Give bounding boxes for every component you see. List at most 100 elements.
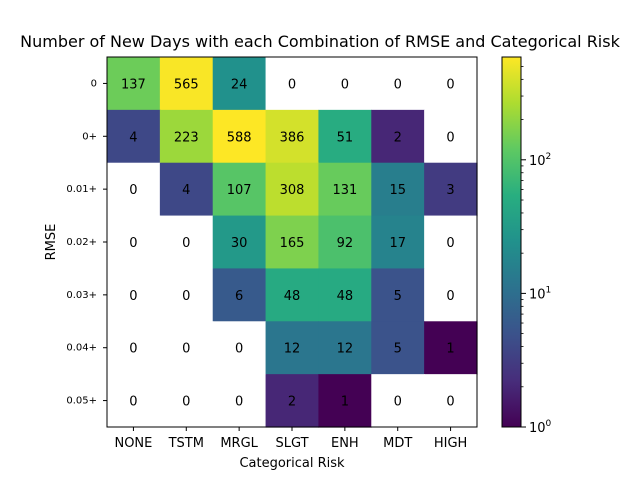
cell-value-label: 0	[394, 395, 402, 410]
x-tick-label: MDT	[383, 436, 412, 451]
heatmap-cell	[159, 215, 214, 270]
heatmap-cell	[371, 162, 425, 217]
x-axis: NONE TSTM MRGL SLGT ENH MDT HIGH	[114, 427, 467, 451]
heatmap-cell	[424, 162, 478, 217]
x-tick-label: SLGT	[275, 436, 308, 451]
cell-value-label: 3	[446, 183, 454, 198]
heatmap-cell	[265, 57, 320, 111]
y-tick-label: 0.03+	[66, 290, 97, 301]
colorbar-ticks: 100 101 102	[521, 66, 552, 436]
heatmap-cell	[107, 215, 161, 270]
cell-value-label: 0	[446, 289, 454, 304]
y-axis-label: RMSE	[44, 224, 59, 261]
heatmap-cell	[212, 268, 267, 322]
x-tick-label: MRGL	[220, 436, 258, 451]
colorbar-gradient	[502, 57, 521, 427]
cell-value-label: 565	[174, 77, 199, 92]
cell-value-label: 165	[280, 236, 305, 251]
heatmap-cell	[107, 57, 161, 111]
heatmap-cell	[212, 109, 267, 164]
heatmap-cell	[424, 57, 478, 111]
heatmap-cell	[107, 321, 161, 375]
heatmap-cell	[212, 162, 267, 217]
cell-value-label: 0	[446, 395, 454, 410]
cell-value-label: 5	[394, 289, 402, 304]
heatmap-cell	[107, 374, 161, 428]
colorbar-tick-label: 101	[529, 285, 551, 302]
heatmap-cell	[265, 374, 320, 428]
heatmap-cell	[318, 268, 372, 322]
cell-value-label: 308	[280, 183, 305, 198]
x-tick-label: ENH	[331, 436, 359, 451]
cell-value-label: 1	[341, 395, 349, 410]
cell-value-label: 386	[280, 130, 305, 145]
heatmap-cell	[424, 374, 478, 428]
cell-value-label: 0	[235, 395, 243, 410]
heatmap-cell	[371, 109, 425, 164]
heatmap-cell	[107, 268, 161, 322]
y-tick-label: 0.05+	[66, 396, 97, 407]
cell-value-label: 107	[227, 183, 252, 198]
cell-value-label: 0	[446, 236, 454, 251]
cell-value-label: 0	[129, 183, 137, 198]
heatmap-cell	[107, 109, 161, 164]
heatmap-cell	[159, 109, 214, 164]
cell-value-label: 5	[394, 342, 402, 357]
heatmap-cell	[424, 109, 478, 164]
cell-value-label: 0	[182, 236, 190, 251]
heatmap-cell	[424, 268, 478, 322]
cell-value-label: 0	[446, 130, 454, 145]
heatmap-cell	[212, 215, 267, 270]
cell-value-label: 12	[337, 342, 354, 357]
heatmap-cell	[424, 321, 478, 375]
cell-value-label: 51	[337, 130, 354, 145]
cell-value-label: 131	[332, 183, 357, 198]
heatmap-cell	[159, 268, 214, 322]
x-tick-label: HIGH	[434, 436, 467, 451]
heatmap-cell	[212, 374, 267, 428]
cell-value-label: 2	[288, 395, 296, 410]
heatmap-cell	[265, 268, 320, 322]
cell-value-label: 137	[121, 77, 146, 92]
heatmap-cell	[265, 215, 320, 270]
heatmap-cell	[318, 109, 372, 164]
heatmap-cell	[318, 374, 372, 428]
colorbar-tick-label: 102	[529, 152, 551, 169]
cell-value-label: 4	[129, 130, 137, 145]
cell-value-label: 0	[129, 395, 137, 410]
chart-title: Number of New Days with each Combination…	[20, 32, 620, 51]
x-tick-label: NONE	[114, 436, 152, 451]
heatmap-cell	[212, 321, 267, 375]
cell-value-label: 6	[235, 289, 243, 304]
heatmap-cell	[265, 109, 320, 164]
cell-value-label: 0	[394, 77, 402, 92]
colorbar-frame	[501, 56, 522, 428]
cell-value-label: 0	[182, 289, 190, 304]
colorbar-tick-label: 100	[529, 419, 552, 436]
cell-value-label: 30	[231, 236, 248, 251]
y-tick-label: 0.04+	[66, 343, 97, 354]
x-axis-label: Categorical Risk	[239, 456, 345, 471]
heatmap-cell	[424, 215, 478, 270]
heatmap-cell	[318, 321, 372, 375]
cell-value-label: 2	[394, 130, 402, 145]
cell-value-label: 15	[389, 183, 406, 198]
heatmap-cell	[318, 215, 372, 270]
heatmap-cell	[371, 268, 425, 322]
y-axis: 0 0+ 0.01+ 0.02+ 0.03+ 0.04+ 0.05+	[66, 78, 107, 407]
cell-value-label: 4	[182, 183, 190, 198]
y-tick-label: 0	[91, 78, 97, 89]
cell-value-label: 0	[288, 77, 296, 92]
cell-value-label: 1	[446, 342, 454, 357]
cell-value-label: 0	[446, 77, 454, 92]
heatmap-cell-labels: 137 565 24 0 0 0 04 223 588 386 51 2 00 4 107 308 131 15 3…	[121, 77, 455, 409]
heatmap-cell	[318, 162, 372, 217]
y-tick-label: 0.02+	[66, 237, 97, 248]
heatmap-cell	[371, 321, 425, 375]
cell-value-label: 588	[227, 130, 252, 145]
y-tick-label: 0+	[82, 131, 97, 142]
cell-value-label: 0	[129, 236, 137, 251]
heatmap-cells	[107, 57, 478, 428]
cell-value-label: 0	[129, 289, 137, 304]
heatmap-cell	[159, 162, 214, 217]
